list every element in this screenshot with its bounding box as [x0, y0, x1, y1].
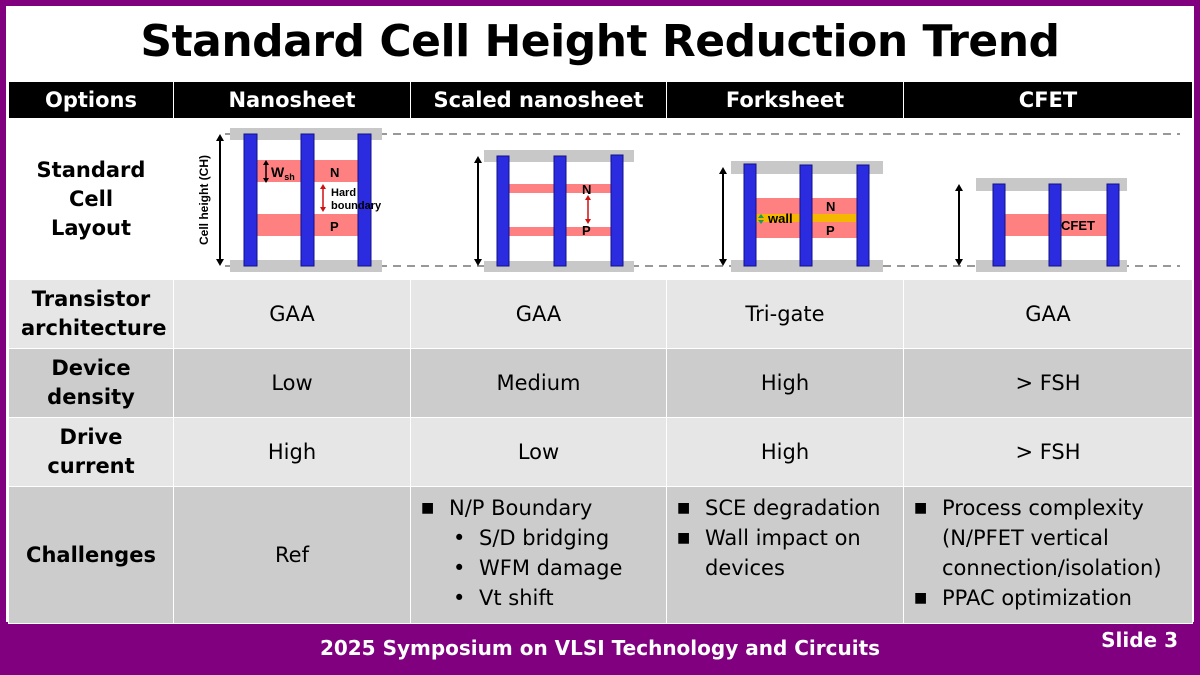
list-item: ■ Wall impact on devices: [667, 523, 903, 583]
table-cell: GAA: [903, 279, 1193, 349]
p-label: P: [330, 219, 339, 234]
challenges-row: Challenges Ref ■ N/P Boundary • S/D bridgi…: [8, 486, 1193, 624]
header-options: Options: [8, 82, 174, 119]
slide-number: Slide 3: [1101, 628, 1178, 652]
table-cell: Tri-gate: [666, 279, 904, 349]
gate-line: [243, 133, 258, 267]
square-bullet-icon: ■: [677, 500, 691, 516]
header-scaled-nanosheet: Scaled nanosheet: [410, 82, 667, 119]
square-bullet-icon: ■: [914, 500, 928, 516]
list-item: ■ PPAC optimization: [904, 583, 1192, 613]
row-label-challenges: Challenges: [8, 486, 174, 624]
table-cell: Low: [410, 417, 667, 487]
n-label: N: [826, 199, 835, 214]
gate-line: [496, 155, 510, 267]
gate-line: [1048, 183, 1062, 267]
square-bullet-icon: ■: [914, 590, 928, 606]
cfet-layout-cell: [903, 118, 1193, 280]
gate-line: [743, 163, 757, 267]
dot-bullet-icon: •: [453, 526, 466, 550]
table-row: Drive current High Low High > FSH: [8, 417, 1193, 487]
wall-label: wall: [767, 211, 793, 226]
table-row: Transistor architecture GAA GAA Tri-gate…: [8, 279, 1193, 349]
table-row: Device density Low Medium High > FSH: [8, 348, 1193, 418]
table-cell: > FSH: [903, 417, 1193, 487]
gate-line: [1106, 183, 1120, 267]
dot-bullet-icon: •: [453, 556, 466, 580]
header-row: Options Nanosheet Scaled nanosheet Forks…: [8, 82, 1193, 119]
list-item: ■ N/P Boundary: [411, 493, 666, 523]
p-label: P: [582, 223, 591, 238]
list-item: ■ SCE degradation: [667, 493, 903, 523]
table-cell: Low: [173, 348, 411, 418]
p-label: P: [826, 223, 835, 238]
gate-line: [610, 154, 624, 267]
header-nanosheet: Nanosheet: [173, 82, 411, 119]
table-cell: High: [666, 348, 904, 418]
row-label-standard-cell-layout: Standard Cell Layout: [8, 118, 174, 280]
gate-line: [300, 133, 315, 267]
square-bullet-icon: ■: [677, 530, 691, 546]
arrow-heads: [263, 160, 269, 183]
challenge-scaled-nanosheet: ■ N/P Boundary • S/D bridging • WFM damage …: [410, 486, 667, 624]
hard-boundary-label-2: boundary: [331, 200, 382, 212]
footer-conference: 2025 Symposium on VLSI Technology and Ci…: [319, 636, 881, 660]
header-forksheet: Forksheet: [666, 82, 904, 119]
list-item: • WFM damage: [411, 553, 666, 583]
list-item: • S/D bridging: [411, 523, 666, 553]
nanosheet-diagram: Cell height (CH) Wsh N P Hard boundary: [197, 128, 382, 272]
challenge-cfet: ■ Process complexity (N/PFET vertical con…: [903, 486, 1193, 624]
challenge-forksheet: ■ SCE degradation ■ Wall impact on devices: [666, 486, 904, 624]
cfet-label: CFET: [1061, 218, 1095, 233]
gate-line: [357, 133, 372, 267]
scaled-nanosheet-diagram: N P: [474, 150, 634, 272]
dot-bullet-icon: •: [453, 586, 466, 610]
gate-line: [856, 164, 870, 267]
challenge-nanosheet: Ref: [173, 486, 411, 624]
gate-line: [799, 164, 813, 267]
list-item: • Vt shift: [411, 583, 666, 613]
gate-line: [553, 155, 567, 267]
table-cell: Medium: [410, 348, 667, 418]
table-cell: High: [173, 417, 411, 487]
table-cell: GAA: [173, 279, 411, 349]
cell-height-label: Cell height (CH): [197, 155, 211, 245]
table-cell: High: [666, 417, 904, 487]
square-bullet-icon: ■: [421, 500, 435, 516]
row-label-transistor-architecture: Transistor architecture: [8, 279, 174, 349]
table-cell: > FSH: [903, 348, 1193, 418]
cfet-diagram: CFET: [955, 178, 1127, 272]
n-label: N: [330, 165, 339, 180]
n-label: N: [582, 182, 591, 197]
slide-title: Standard Cell Height Reduction Trend: [140, 16, 1060, 67]
gate-line: [992, 183, 1006, 267]
list-item: ■ Process complexity (N/PFET vertical con…: [904, 493, 1192, 583]
hard-boundary-label: Hard: [331, 187, 356, 199]
wall-arrow-icon: [758, 214, 764, 224]
forksheet-diagram: wall N P: [719, 161, 883, 272]
wsh-label: Wsh: [271, 164, 295, 182]
row-label-device-density: Device density: [8, 348, 174, 418]
